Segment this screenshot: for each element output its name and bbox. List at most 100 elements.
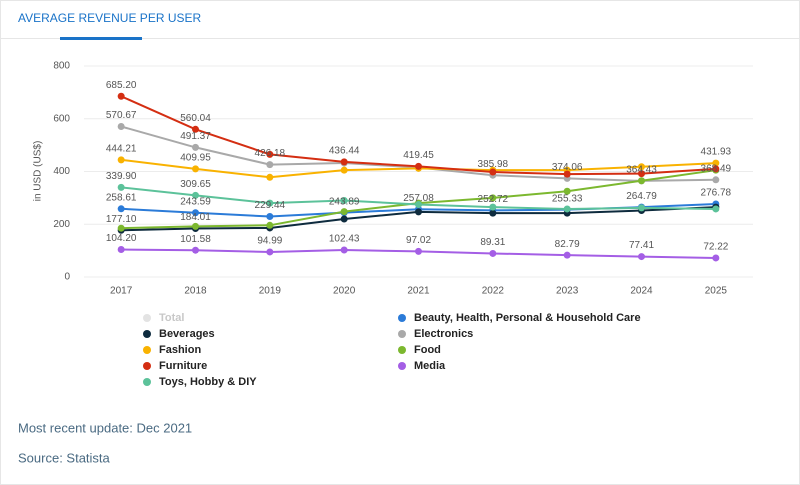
legend-label[interactable]: Media	[414, 360, 446, 372]
point	[192, 143, 199, 151]
data-label: 229.44	[255, 200, 286, 211]
point	[563, 251, 571, 259]
point	[563, 205, 571, 213]
data-label: 409.95	[180, 153, 211, 164]
legend-label[interactable]: Fashion	[159, 344, 201, 356]
point	[192, 246, 199, 254]
legend-label[interactable]: Electronics	[414, 328, 473, 340]
data-label: 102.43	[329, 234, 360, 245]
point	[192, 222, 199, 230]
data-label: 436.44	[329, 146, 360, 157]
legend-label[interactable]: Beverages	[159, 328, 215, 340]
data-label: 177.10	[106, 214, 137, 225]
data-label: 419.45	[403, 150, 434, 161]
update-note: Most recent update: Dec 2021	[18, 420, 192, 435]
data-label: 82.79	[555, 239, 580, 250]
point	[489, 249, 497, 257]
point	[638, 170, 645, 178]
x-tick-label: 2018	[184, 286, 207, 297]
point	[192, 125, 199, 133]
data-label: 77.41	[629, 240, 654, 251]
data-label: 560.04	[180, 113, 211, 124]
data-label: 97.02	[406, 235, 431, 246]
point	[340, 215, 348, 223]
data-label: 685.20	[106, 80, 137, 91]
data-label: 570.67	[106, 110, 137, 121]
legend-swatch	[143, 362, 151, 370]
x-tick-label: 2019	[259, 286, 282, 297]
point	[340, 246, 348, 254]
legend-swatch	[143, 330, 151, 338]
x-tick-label: 2022	[482, 286, 505, 297]
legend-label[interactable]: Furniture	[159, 360, 207, 372]
point	[192, 165, 199, 173]
point	[638, 177, 645, 185]
data-label: 257.08	[403, 193, 434, 204]
x-tick-label: 2023	[556, 286, 579, 297]
point	[415, 208, 422, 216]
x-tick-label: 2025	[705, 286, 728, 297]
y-tick-label: 800	[53, 61, 70, 72]
data-label: 309.65	[180, 179, 211, 190]
point	[712, 159, 720, 167]
y-axis-label: in USD (US$)	[33, 141, 44, 202]
data-label: 374.06	[552, 162, 583, 173]
point	[266, 150, 274, 158]
legend-label[interactable]: Total	[159, 312, 184, 324]
point	[266, 173, 274, 181]
point	[563, 170, 571, 178]
point	[489, 203, 497, 211]
legend-swatch	[398, 362, 406, 370]
point	[489, 194, 497, 202]
legend-label[interactable]: Toys, Hobby & DIY	[159, 376, 257, 388]
legend-swatch	[143, 314, 151, 322]
point	[340, 208, 348, 216]
data-label: 252.72	[478, 194, 509, 205]
x-tick-label: 2021	[407, 286, 430, 297]
point	[638, 163, 645, 171]
data-label: 255.33	[552, 193, 583, 204]
point	[266, 161, 274, 169]
data-label: 339.90	[106, 171, 137, 182]
data-label: 258.61	[106, 192, 137, 203]
x-tick-label: 2017	[110, 286, 133, 297]
point	[340, 166, 348, 174]
data-label: 104.20	[106, 233, 137, 244]
point	[117, 205, 125, 213]
point	[266, 199, 274, 207]
point	[117, 224, 125, 232]
point	[340, 158, 348, 166]
data-label: 89.31	[480, 237, 505, 248]
point	[340, 197, 348, 205]
legend-swatch	[143, 378, 151, 386]
data-label: 491.37	[180, 131, 211, 142]
point	[266, 248, 274, 256]
legend-label[interactable]: Beauty, Health, Personal & Household Car…	[414, 312, 641, 324]
source-note: Source: Statista	[18, 450, 111, 465]
data-label: 276.78	[701, 188, 732, 199]
point	[266, 212, 274, 220]
y-tick-label: 400	[53, 166, 70, 177]
point	[638, 204, 645, 212]
point	[415, 162, 422, 170]
data-label: 385.98	[478, 159, 509, 170]
data-label: 426.18	[255, 148, 286, 159]
x-tick-label: 2024	[630, 286, 653, 297]
point	[117, 246, 125, 254]
point	[192, 209, 199, 217]
point	[117, 183, 125, 191]
y-tick-label: 200	[53, 219, 70, 230]
point	[117, 122, 125, 130]
data-label: 184.01	[180, 212, 211, 223]
point	[489, 168, 497, 176]
point	[712, 176, 720, 184]
data-label: 243.89	[329, 196, 360, 207]
point	[266, 221, 274, 229]
data-label: 264.79	[626, 191, 657, 202]
legend-label[interactable]: Food	[414, 344, 441, 356]
point	[712, 205, 720, 213]
data-label: 444.21	[106, 143, 137, 154]
data-label: 368.49	[701, 163, 732, 174]
